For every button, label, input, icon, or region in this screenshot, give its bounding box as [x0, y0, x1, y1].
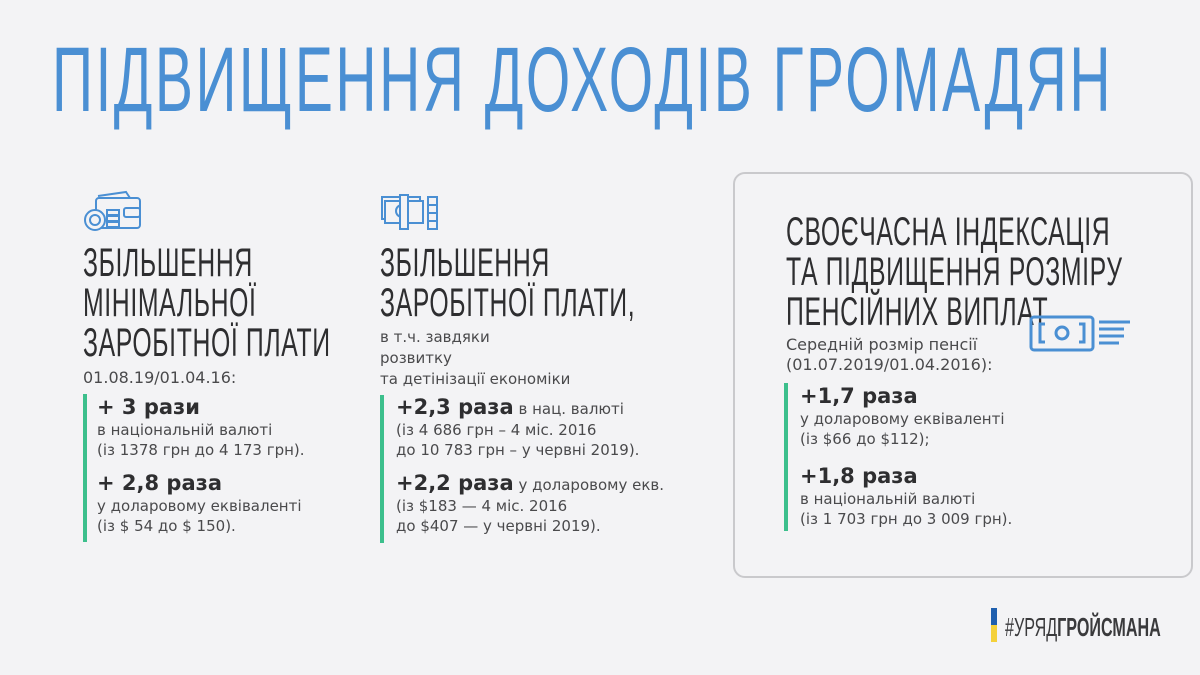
- col1-heading-1: ЗБІЛЬШЕННЯ: [83, 241, 253, 285]
- col1-date: 01.08.19/01.04.16:: [83, 368, 237, 387]
- col3-heading-2: ТА ПІДВИЩЕННЯ РОЗМІРУ: [786, 250, 1123, 294]
- col2-heading-2: ЗАРОБІТНОЇ ПЛАТИ,: [380, 281, 636, 325]
- accent-bar: [380, 395, 384, 543]
- col2-inline: в нац. валюті: [513, 400, 624, 418]
- hashtag-light: #УРЯД: [1005, 612, 1058, 642]
- hashtag-bold: ГРОЙСМАНА: [1057, 612, 1161, 642]
- pension-card: [733, 172, 1193, 578]
- col1-line: в національній валюті: [97, 421, 273, 439]
- col1-line: (із $ 54 до $ 150).: [97, 517, 236, 535]
- col3-heading-1: СВОЄЧАСНА ІНДЕКСАЦІЯ: [786, 210, 1111, 254]
- page-title: ПІДВИЩЕННЯ ДОХОДІВ ГРОМАДЯН: [52, 29, 1114, 131]
- col3-value-1: +1,7 раза: [800, 384, 918, 408]
- col1-heading-2: МІНІМАЛЬНОЇ: [83, 281, 257, 325]
- col2-sub: розвитку: [380, 349, 452, 367]
- accent-bar: [784, 383, 788, 531]
- col2-value-1: +2,3 раза: [396, 395, 514, 419]
- col3-line: в національній валюті: [800, 490, 976, 508]
- col2-inline: у доларовому екв.: [513, 476, 665, 494]
- col3-sub: (01.07.2019/01.04.2016):: [786, 355, 993, 374]
- col2-heading-1: ЗБІЛЬШЕННЯ: [380, 241, 550, 285]
- accent-bar: [83, 394, 87, 542]
- banknote-icon: [1029, 315, 1130, 352]
- col2-line: до 10 783 грн – у червні 2019).: [396, 441, 640, 459]
- col1-heading-3: ЗАРОБІТНОЇ ПЛАТИ: [83, 321, 331, 365]
- col3-line: (із 1 703 грн до 3 009 грн).: [800, 510, 1013, 528]
- col3-value-2: +1,8 раза: [800, 464, 918, 488]
- flag-blue: [991, 608, 997, 625]
- col2-value-2: +2,2 раза: [396, 471, 514, 495]
- col3-sub: Середній розмір пенсії: [786, 335, 978, 354]
- col1-line: у доларовому еквіваленті: [97, 497, 302, 515]
- col3-line: у доларовому еквіваленті: [800, 410, 1005, 428]
- col1-value-2: + 2,8 раза: [97, 471, 222, 495]
- col2-line: до $407 — у червні 2019).: [396, 517, 601, 535]
- col3-heading-3: ПЕНСІЙНИХ ВИПЛАТ: [786, 290, 1049, 334]
- col2-line: (із 4 686 грн – 4 міс. 2016: [396, 421, 597, 439]
- banknotes-coins-icon: [381, 194, 438, 230]
- wallet-coins-icon: [84, 190, 141, 231]
- col3-line: (із $66 до $112);: [800, 430, 930, 448]
- flag-yellow: [991, 625, 997, 642]
- hashtag: #УРЯДГРОЙСМАНА: [1005, 612, 1161, 643]
- col2-sub: в т.ч. завдяки: [380, 328, 490, 346]
- col2-line: (із $183 — 4 міс. 2016: [396, 497, 568, 515]
- col1-value-1: + 3 рази: [97, 395, 200, 419]
- col1-line: (із 1378 грн до 4 173 грн).: [97, 441, 305, 459]
- col2-sub: та детінізації економіки: [380, 370, 571, 388]
